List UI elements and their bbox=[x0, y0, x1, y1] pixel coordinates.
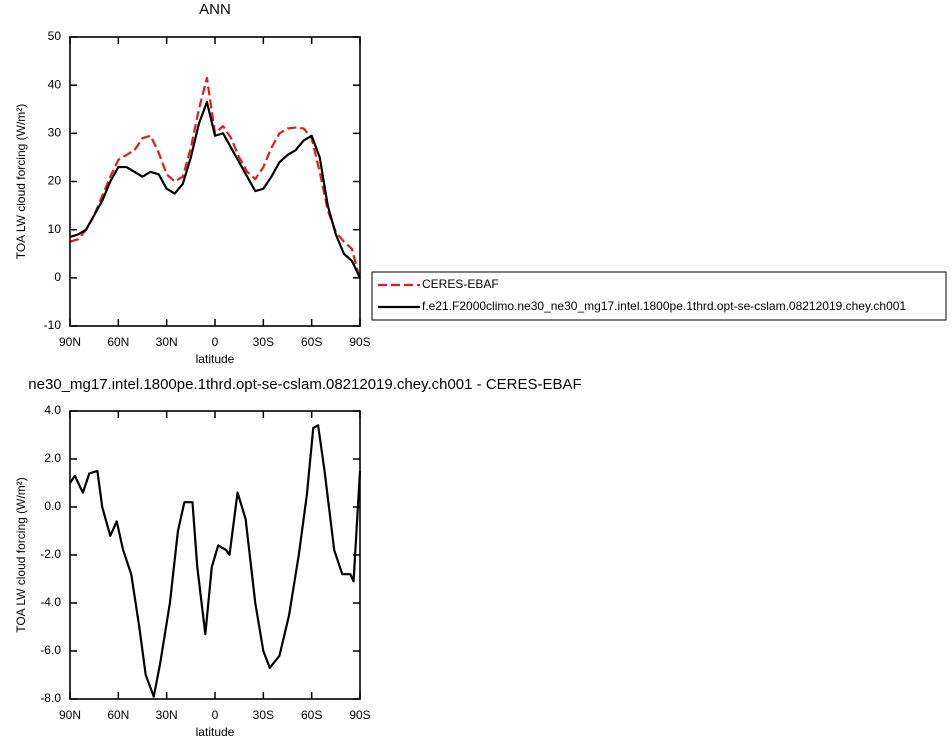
x-tick-label: 60N bbox=[107, 335, 129, 349]
y-tick-label: -4.0 bbox=[40, 595, 61, 609]
x-tick-label: 90S bbox=[349, 335, 370, 349]
plot-frame bbox=[69, 36, 361, 327]
x-tick-label: 30N bbox=[156, 335, 178, 349]
x-tick-label: 60S bbox=[301, 335, 322, 349]
x-tick-label: 30S bbox=[253, 335, 274, 349]
y-tick-label: 20 bbox=[48, 174, 62, 188]
y-tick-label: -6.0 bbox=[40, 643, 61, 657]
x-tick-label: 90N bbox=[59, 708, 81, 722]
x-tick-label: 60S bbox=[301, 708, 322, 722]
x-tick-label: 60N bbox=[107, 708, 129, 722]
legend-box bbox=[371, 271, 947, 321]
x-tick-label: 30S bbox=[253, 708, 274, 722]
y-tick-label: 4.0 bbox=[44, 403, 61, 417]
y-axis-label: TOA LW cloud forcing (W/m²) bbox=[14, 477, 28, 633]
y-tick-label: 10 bbox=[48, 222, 62, 236]
data-line bbox=[69, 100, 361, 279]
y-tick-label: 0 bbox=[54, 270, 61, 284]
legend-label: CERES-EBAF bbox=[422, 277, 499, 291]
x-axis-label: latitude bbox=[196, 352, 235, 366]
y-axis-label: TOA LW cloud forcing (W/m²) bbox=[14, 104, 28, 260]
x-tick-label: 30N bbox=[156, 708, 178, 722]
x-tick-label: 90N bbox=[59, 335, 81, 349]
legend-label: f.e21.F2000climo.ne30_ne30_mg17.intel.18… bbox=[422, 299, 906, 313]
y-tick-label: -10 bbox=[44, 318, 62, 332]
data-line bbox=[69, 76, 362, 281]
y-tick-label: 50 bbox=[48, 29, 62, 43]
x-tick-label: 0 bbox=[212, 335, 219, 349]
data-line bbox=[69, 424, 362, 698]
chart-title: ANN bbox=[199, 1, 231, 18]
y-tick-label: 30 bbox=[48, 126, 62, 140]
x-tick-label: 90S bbox=[349, 708, 370, 722]
y-tick-label: 0.0 bbox=[44, 499, 61, 513]
y-tick-label: 2.0 bbox=[44, 451, 61, 465]
chart-title: ne30_mg17.intel.1800pe.1thrd.opt-se-csla… bbox=[28, 376, 581, 393]
x-axis-label: latitude bbox=[196, 725, 235, 739]
y-tick-label: 40 bbox=[48, 77, 62, 91]
plot-frame bbox=[69, 410, 361, 700]
x-tick-label: 0 bbox=[212, 708, 219, 722]
y-tick-label: -8.0 bbox=[40, 691, 61, 705]
y-tick-label: -2.0 bbox=[40, 547, 61, 561]
